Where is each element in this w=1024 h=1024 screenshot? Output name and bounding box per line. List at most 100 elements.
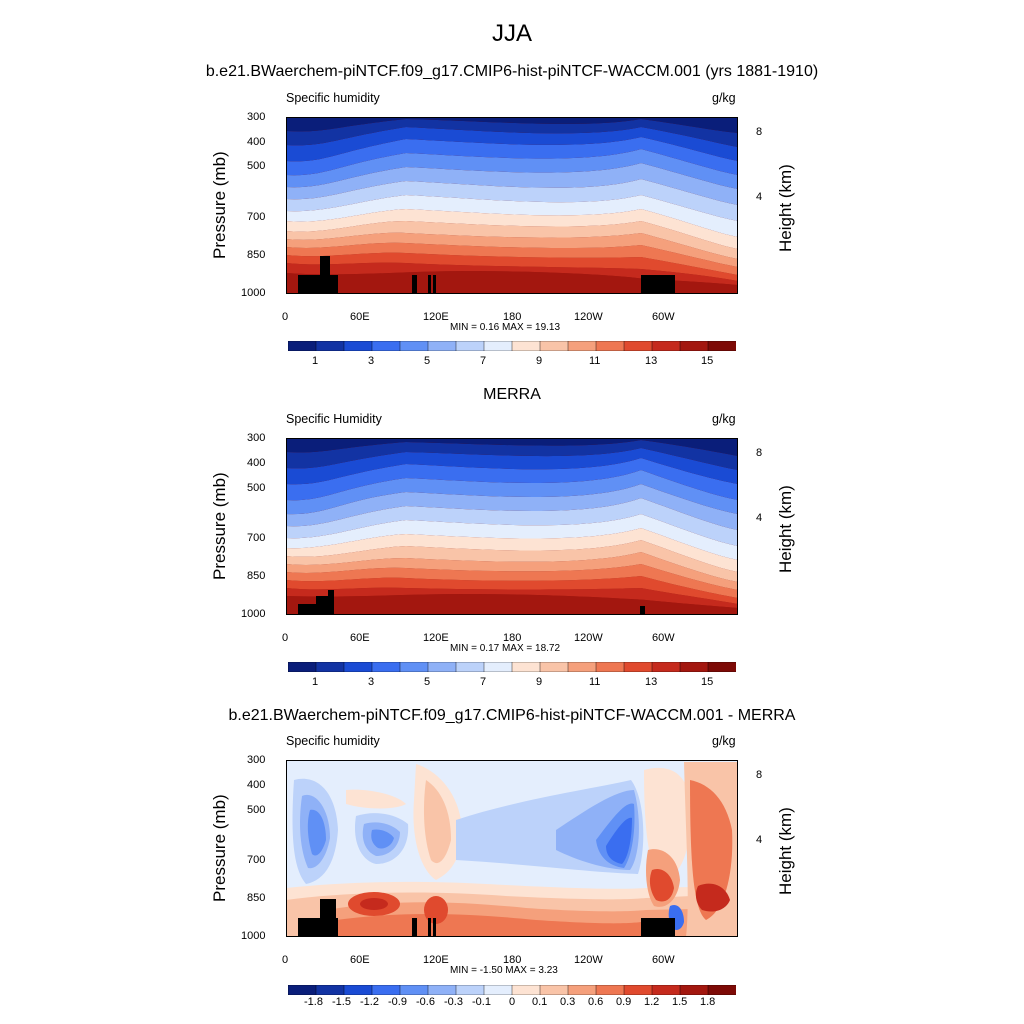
panel-3-cbar-label-01: 0.1	[532, 996, 548, 1008]
colorbar-2-swatch-15	[707, 662, 736, 672]
panel-3-cbar-label-m12: -1.2	[360, 996, 379, 1008]
colorbar-1-swatch-0	[288, 341, 317, 351]
colorbar-3-swatch-9	[539, 985, 569, 995]
colorbar-2-swatch-14	[679, 662, 709, 672]
panel-1-cbar-label-11: 11	[589, 355, 601, 367]
panel-2-band-4	[286, 564, 738, 598]
panel-1-cbar-label-9: 9	[536, 355, 543, 367]
panel-3-ytick-1000: 1000	[241, 930, 266, 942]
panel-3-colorbar	[288, 985, 736, 995]
panel-2-band-3	[286, 576, 738, 604]
colorbar-2-swatch-3	[371, 662, 401, 672]
colorbar-3-swatch-8	[511, 985, 541, 995]
colorbar-3-swatch-14	[679, 985, 709, 995]
panel-3-cbar-label-09: 0.9	[616, 996, 632, 1008]
panel-2-band-11	[286, 470, 738, 515]
panel-3-cbar-label-12: 1.2	[644, 996, 660, 1008]
panel-1-yrtick-8: 8	[756, 126, 763, 138]
panel-3-blob-seasia	[424, 896, 448, 924]
panel-1-xtick-120w: 120W	[574, 311, 603, 323]
panel-3-cbar-label-06: 0.6	[588, 996, 604, 1008]
panel-3-ylabel-right: Height (km)	[776, 807, 795, 895]
panel-2-band-9	[286, 498, 738, 546]
colorbar-1-swatch-10	[567, 341, 597, 351]
colorbar-1-swatch-13	[651, 341, 681, 351]
panel-1-terrain-seasia-2	[433, 275, 436, 294]
colorbar-3-swatch-0	[288, 985, 317, 995]
panel-2-cbar-label-9: 9	[536, 676, 543, 688]
panel-3-ytick-400: 400	[247, 779, 266, 791]
colorbar-2-swatch-9	[539, 662, 569, 672]
colorbar-1-swatch-7	[483, 341, 513, 351]
panel-3-ytick-500: 500	[247, 804, 266, 816]
panel-2-xtick-60w: 60W	[652, 632, 675, 644]
panel-3-plot	[286, 760, 738, 937]
panel-3-cbar-label-18: 1.8	[700, 996, 716, 1008]
panel-3-variable: Specific humidity	[286, 734, 380, 748]
panel-2-terrain	[298, 590, 645, 615]
colorbar-3-swatch-5	[427, 985, 457, 995]
panel-3-xtick-0: 0	[282, 954, 289, 966]
panel-3-cbar-label-m18: -1.8	[304, 996, 323, 1008]
panel-2-cbar-label-7: 7	[480, 676, 487, 688]
panel-1-cbar-label-5: 5	[424, 355, 431, 367]
colorbar-1-swatch-3	[371, 341, 401, 351]
panel-3-xtick-120w: 120W	[574, 954, 603, 966]
colorbar-3-swatch-7	[483, 985, 513, 995]
panel-1-band-10	[286, 163, 738, 205]
panel-2-ylabel: Pressure (mb)	[210, 472, 229, 580]
panel-2-plot	[286, 438, 738, 615]
panel-3-yrtick-8: 8	[756, 769, 763, 781]
panel-2-band-12	[286, 458, 738, 501]
panel-3-cbar-label-m01: -0.1	[472, 996, 491, 1008]
colorbar-2-swatch-7	[483, 662, 513, 672]
colorbar-1-swatch-1	[315, 341, 345, 351]
panel-2-ytick-700: 700	[247, 532, 266, 544]
panel-1-cbar-label-13: 13	[645, 355, 658, 367]
panel-3-cbar-label-15: 1.5	[672, 996, 688, 1008]
colorbar-1-swatch-2	[343, 341, 373, 351]
panel-1-band-7	[286, 209, 738, 249]
panel-3-cbar-label-03: 0.3	[560, 996, 576, 1008]
panel-2-cbar-label-11: 11	[589, 676, 601, 688]
panel-2-frame	[286, 438, 738, 615]
colorbar-3-swatch-13	[651, 985, 681, 995]
panel-2-cbar-label-1: 1	[312, 676, 319, 688]
panel-3-cbar-label-m06: -0.6	[416, 996, 435, 1008]
panel-3-upper-cool-3	[307, 809, 326, 856]
panel-1-ytick-300: 300	[247, 111, 266, 123]
panel-1-title: b.e21.BWaerchem-piNTCF.f09_g17.CMIP6-his…	[205, 63, 819, 80]
colorbar-1-swatch-11	[595, 341, 625, 351]
colorbar-2-swatch-5	[427, 662, 457, 672]
panel-2-terrain-andes	[640, 606, 645, 615]
panel-2-band-10	[286, 484, 738, 530]
colorbar-3-swatch-3	[371, 985, 401, 995]
panel-2-ytick-850: 850	[247, 570, 266, 582]
panel-3-upper-warm-3	[346, 789, 406, 809]
panel-1-terrain-india	[412, 275, 417, 294]
colorbar-3-swatch-6	[455, 985, 485, 995]
colorbar-2-swatch-1	[315, 662, 345, 672]
panel-2-band-15	[286, 438, 738, 456]
panel-2-xtick-60e: 60E	[350, 632, 370, 644]
panel-3-upper-warm-2	[423, 780, 451, 864]
panel-1-ytick-500: 500	[247, 160, 266, 172]
panel-1-terrain-plateau	[320, 256, 330, 275]
panel-1-cbar-label-3: 3	[368, 355, 375, 367]
panel-1-band-12	[286, 137, 738, 176]
panel-1-terrain-seasia-1	[428, 275, 431, 294]
panel-1-cbar-label-15: 15	[701, 355, 714, 367]
panel-2-cbar-label-13: 13	[645, 676, 658, 688]
panel-1-band-15	[286, 117, 738, 133]
panel-2-yrtick-4: 4	[756, 512, 763, 524]
panel-2-xtick-120w: 120W	[574, 632, 603, 644]
panel-1-ytick-700: 700	[247, 211, 266, 223]
colorbar-1-swatch-4	[399, 341, 429, 351]
colorbar-2-swatch-0	[288, 662, 317, 672]
panel-2-terrain-peak	[328, 590, 334, 604]
panel-3-cbar-label-0: 0	[509, 996, 516, 1008]
panel-2-band-2	[286, 587, 738, 608]
panel-2-minmax: MIN = 0.17 MAX = 18.72	[450, 643, 561, 654]
panel-3-title: b.e21.BWaerchem-piNTCF.f09_g17.CMIP6-his…	[228, 707, 796, 724]
panel-1-xtick-60w: 60W	[652, 311, 675, 323]
